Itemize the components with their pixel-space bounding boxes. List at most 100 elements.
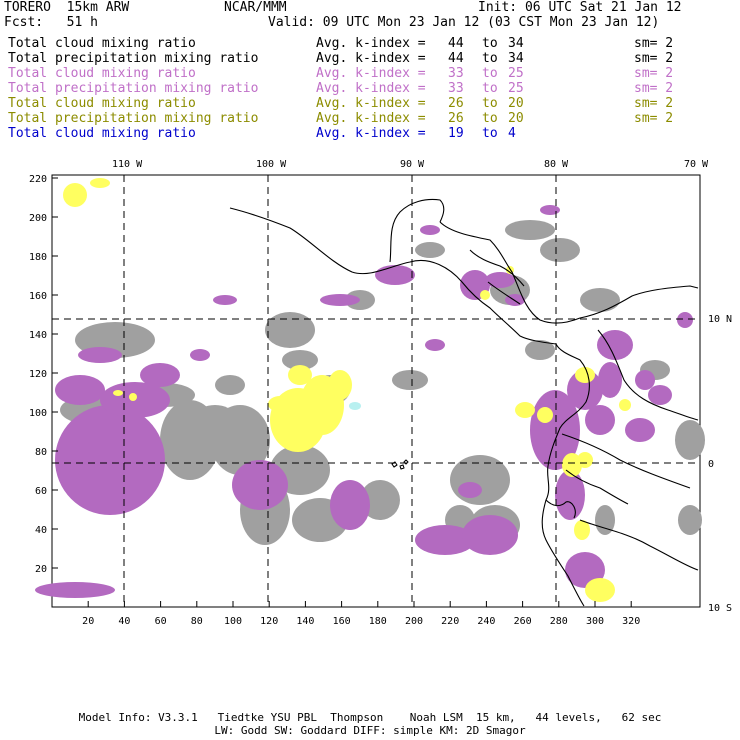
legend-field: Total precipitation mixing ratio [8, 111, 259, 126]
legend-index: Avg. k-index = [316, 66, 426, 81]
purple-cloud-area [540, 205, 560, 215]
legend-field: Total cloud mixing ratio [8, 126, 196, 141]
purple-cloud-area [648, 385, 672, 405]
y-tick-label: 80 [35, 447, 47, 458]
y-tick-label: 100 [29, 408, 47, 419]
x-tick-label: 80 [191, 616, 203, 627]
gray-cloud-area [505, 220, 555, 240]
legend-index: Avg. k-index = [316, 96, 426, 111]
legend-field: Total precipitation mixing ratio [8, 81, 259, 96]
purple-cloud-area [140, 363, 180, 387]
legend-field: Total cloud mixing ratio [8, 96, 196, 111]
purple-cloud-area [625, 418, 655, 442]
legend-index: Avg. k-index = [316, 36, 426, 51]
purple-cloud-area [567, 370, 603, 410]
yellow-cloud-area [585, 578, 615, 602]
gray-cloud-area [282, 350, 318, 370]
legend-hi: 25 [508, 66, 524, 81]
legend-to: to [482, 81, 498, 96]
x-tick-label: 120 [260, 616, 278, 627]
y-tick-label: 120 [29, 369, 47, 380]
purple-cloud-area [213, 295, 237, 305]
lon-label-90w: 90 W [400, 159, 425, 170]
lon-label-110w: 110 W [112, 159, 143, 170]
gray-cloud-area [215, 375, 245, 395]
yellow-cloud-area [113, 390, 123, 396]
legend-sm: sm= 2 [634, 96, 674, 111]
gulf-of-guayaquil [545, 499, 576, 519]
legend-row: Total precipitation mixing ratio Avg. k-i… [8, 81, 728, 96]
gray-cloud-area [360, 480, 400, 520]
x-tick-label: 300 [586, 616, 604, 627]
valid-time: Valid: 09 UTC Mon 23 Jan 12 (03 CST Mon … [268, 15, 660, 30]
border-central-america [469, 249, 525, 305]
yellow-cloud-area [575, 367, 595, 383]
purple-cloud-area [190, 349, 210, 361]
y-tick-label: 200 [29, 213, 47, 224]
legend-lo: 26 [448, 111, 464, 126]
purple-cloud-area [78, 347, 122, 363]
model-label: TORERO 15km ARW [4, 0, 130, 15]
legend-row: Total cloud mixing ratio Avg. k-index = 44… [8, 36, 728, 51]
gray-cloud-area [675, 420, 705, 460]
x-tick-label: 20 [82, 616, 94, 627]
border-colombia-venezuela [597, 329, 699, 421]
legend-row: Total cloud mixing ratio Avg. k-index = 19… [8, 126, 728, 141]
purple-cloud-area [485, 272, 515, 288]
x-tick-label: 180 [369, 616, 387, 627]
yellow-cloud-area [288, 365, 312, 385]
x-tick-label: 240 [477, 616, 495, 627]
purple-cloud-area [375, 265, 415, 285]
purple-cloud-area [415, 525, 475, 555]
forecast-hour: Fcst: 51 h [4, 15, 98, 30]
legend-row: Total cloud mixing ratio Avg. k-index = 33… [8, 66, 728, 81]
yellow-cloud-area [515, 402, 535, 418]
purple-cloud-area [425, 339, 445, 351]
purple-cloud-area [677, 312, 693, 328]
gray-cloud-area [525, 340, 555, 360]
lon-label-80w: 80 W [544, 159, 569, 170]
legend-lo: 19 [448, 126, 464, 141]
y-tick-label: 60 [35, 486, 47, 497]
cyan-cloud-area [349, 402, 361, 410]
legend-sm: sm= 2 [634, 81, 674, 96]
purple-cloud-area [232, 460, 288, 510]
legend-row: Total precipitation mixing ratio Avg. k-i… [8, 111, 728, 126]
legend-field: Total cloud mixing ratio [8, 36, 196, 51]
purple-cloud-area [462, 515, 518, 555]
gray-cloud-area [580, 288, 620, 312]
org-label: NCAR/MMM [224, 0, 287, 15]
yellow-cloud-area [537, 407, 553, 423]
mexico-coastline [229, 207, 557, 345]
gray-cloud-area [265, 312, 315, 348]
legend-hi: 34 [508, 36, 524, 51]
yellow-cloud-area [90, 178, 110, 188]
legend-index: Avg. k-index = [316, 111, 426, 126]
legend-lo: 26 [448, 96, 464, 111]
purple-cloud-area [598, 362, 622, 398]
purple-cloud-area [635, 370, 655, 390]
legend-hi: 25 [508, 81, 524, 96]
gray-cloud-area [540, 238, 580, 262]
lat-label-equator: 0 [708, 459, 714, 470]
footer-physics-info: LW: Godd SW: Goddard DIFF: simple KM: 2D… [214, 724, 526, 737]
legend-sm: sm= 2 [634, 66, 674, 81]
x-tick-label: 200 [405, 616, 423, 627]
x-tick-label: 40 [118, 616, 130, 627]
legend-hi: 20 [508, 96, 524, 111]
x-tick-label: 280 [550, 616, 568, 627]
legend-sm: sm= 2 [634, 51, 674, 66]
legend-sm: sm= 2 [634, 36, 674, 51]
legend-lo: 44 [448, 36, 464, 51]
y-tick-label: 40 [35, 525, 47, 536]
legend-to: to [482, 126, 498, 141]
x-tick-label: 140 [296, 616, 314, 627]
x-tick-label: 160 [333, 616, 351, 627]
y-tick-label: 140 [29, 330, 47, 341]
legend-index: Avg. k-index = [316, 126, 426, 141]
legend-to: to [482, 66, 498, 81]
lat-label-10n: 10 N [708, 314, 732, 325]
purple-cloud-area [420, 225, 440, 235]
y-tick-label: 180 [29, 252, 47, 263]
